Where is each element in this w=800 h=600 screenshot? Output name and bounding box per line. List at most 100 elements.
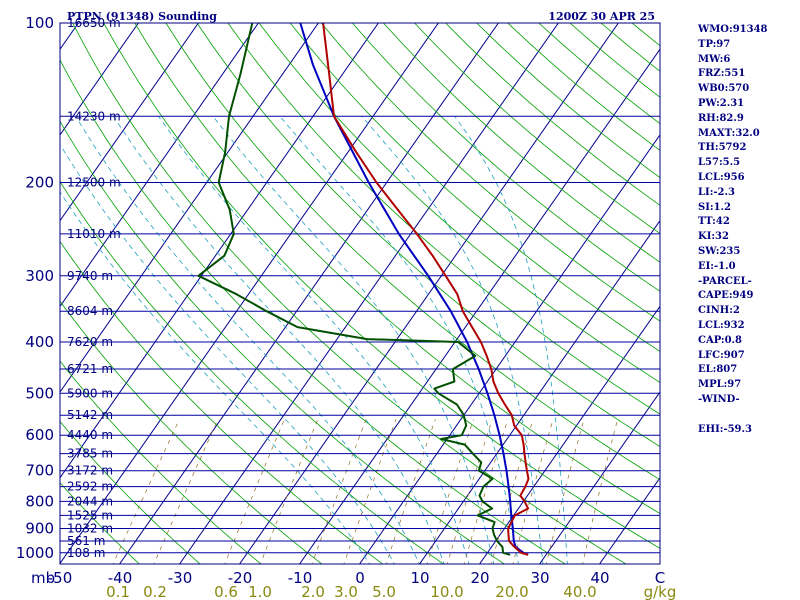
- temperature-tick-label: -20: [228, 569, 253, 587]
- mixing-ratio-tick-label: 0.2: [143, 583, 167, 600]
- index-item: MPL:97: [698, 379, 742, 391]
- isotherm-line: [298, 48, 660, 564]
- index-item: LI:-2.3: [698, 186, 735, 198]
- height-label: 11010 m: [67, 227, 121, 241]
- index-item: -WIND-: [698, 393, 740, 405]
- chart-time: 1200Z 30 APR 25: [548, 10, 655, 23]
- pressure-tick-label: 700: [25, 462, 54, 480]
- mixing-ratio-tick-label: 0.6: [214, 583, 238, 600]
- mixing-ratio-line: [490, 419, 534, 564]
- index-item: TH:5792: [698, 142, 747, 154]
- temperature-tick-label: 10: [410, 569, 429, 587]
- mixing-ratio-tick-label: 0.1: [106, 583, 130, 600]
- dry-adiabat-line: [196, 23, 660, 448]
- plot-frame: [59, 22, 661, 565]
- height-label: 5900 m: [67, 386, 113, 400]
- mixing-ratio-line: [545, 419, 585, 564]
- moist-adiabat-line: [158, 116, 470, 564]
- index-item: CINH:2: [698, 305, 740, 317]
- isotherm-line: [60, 23, 379, 479]
- height-label: 2592 m: [67, 480, 113, 494]
- background-grid: [60, 23, 660, 564]
- mixing-ratio-tick-label: 3.0: [334, 583, 358, 600]
- index-item: CAPE:949: [698, 290, 754, 302]
- pressure-tick-label: 500: [25, 384, 54, 402]
- temperature-tick-label: -40: [108, 569, 133, 587]
- dry-adiabat-line: [60, 240, 384, 564]
- pressure-tick-label: 200: [25, 173, 54, 191]
- mixing-ratio-unit-label: g/kg: [644, 583, 677, 600]
- axis-labels: 16650 m 14230 m 12500 m 11010 m 9740 m 8604 m…: [16, 14, 677, 600]
- index-item: EL:807: [698, 364, 738, 376]
- height-label: 16650 m: [67, 16, 121, 30]
- dry-adiabat-line: [351, 23, 660, 292]
- temperature-tick-label: 20: [470, 569, 489, 587]
- temperature-tick-label: -30: [168, 569, 193, 587]
- height-label: 1032 m: [67, 522, 113, 536]
- pressure-tick-label: 900: [25, 520, 54, 538]
- height-label: 12500 m: [67, 175, 121, 189]
- height-label: 3785 m: [67, 447, 113, 461]
- mixing-ratio-tick-label: 1.0: [248, 583, 272, 600]
- temperature-tick-label: 40: [590, 569, 609, 587]
- moist-adiabat-line: [75, 116, 420, 564]
- dry-adiabat-line: [60, 59, 566, 564]
- temperature-tick-label: C: [655, 569, 665, 587]
- dry-adiabat-line: [289, 23, 660, 352]
- moist-adiabat-line: [454, 116, 568, 564]
- pressure-tick-label: 800: [25, 492, 54, 510]
- moist-adiabat-line: [60, 191, 370, 564]
- index-item: LCL:932: [698, 319, 745, 331]
- parcel-trace: [299, 23, 529, 556]
- height-label: 8604 m: [67, 304, 113, 318]
- isotherm-line: [60, 23, 199, 222]
- height-label: 4440 m: [67, 428, 113, 442]
- isotherm-line: [238, 23, 619, 564]
- dry-adiabat-line: [60, 360, 262, 564]
- mixing-ratio-line: [112, 419, 180, 564]
- isotherm-line: [598, 476, 660, 564]
- dry-adiabat-line: [103, 23, 660, 549]
- isotherm-line: [538, 391, 660, 564]
- mixing-ratio-tick-label: 5.0: [372, 583, 396, 600]
- dry-adiabat-line: [134, 23, 660, 515]
- sounding-profiles: [197, 23, 530, 556]
- isotherm-line: [60, 23, 259, 308]
- temperature-tick-label: -10: [288, 569, 313, 587]
- dry-adiabat-line: [60, 120, 506, 564]
- temperature-trace: [322, 23, 530, 556]
- isotherm-line: [418, 219, 660, 564]
- isotherm-line: [60, 23, 139, 136]
- mixing-ratio-line: [311, 419, 367, 564]
- pressure-tick-label: 1000: [16, 544, 54, 562]
- dry-adiabat-line: [165, 23, 660, 481]
- temperature-tick-label: 30: [530, 569, 549, 587]
- dry-adiabat-line: [60, 482, 140, 564]
- index-item: L57:5.5: [698, 157, 741, 169]
- isobar-lines: [60, 22, 660, 554]
- height-label: 6721 m: [67, 362, 113, 376]
- index-item: KI:32: [698, 231, 729, 243]
- mixing-ratio-line: [512, 419, 554, 564]
- height-label: 561 m: [67, 534, 105, 548]
- index-item: MW:6: [698, 53, 731, 65]
- height-label: 14230 m: [67, 109, 121, 123]
- pressure-tick-label: 600: [25, 426, 54, 444]
- index-item: EI:-1.0: [698, 260, 736, 272]
- index-item: EHI:-59.3: [698, 423, 752, 435]
- dry-adiabat-line: [72, 23, 627, 564]
- pressure-tick-label: 100: [25, 14, 54, 32]
- index-item: -PARCEL-: [698, 275, 752, 287]
- isotherm-line: [478, 305, 660, 564]
- height-label: 5142 m: [67, 408, 113, 422]
- index-item: [698, 408, 768, 423]
- mixing-ratio-tick-label: 10.0: [430, 583, 463, 600]
- index-item: RH:82.9: [698, 112, 744, 124]
- dewpoint-trace: [197, 23, 511, 556]
- temperature-tick-label: 0: [355, 569, 365, 587]
- index-item: FRZ:551: [698, 68, 746, 80]
- height-label: 2044 m: [67, 494, 113, 508]
- height-label: 1525 m: [67, 508, 113, 522]
- index-item: PW:2.31: [698, 97, 745, 109]
- isotherm-line: [118, 23, 499, 564]
